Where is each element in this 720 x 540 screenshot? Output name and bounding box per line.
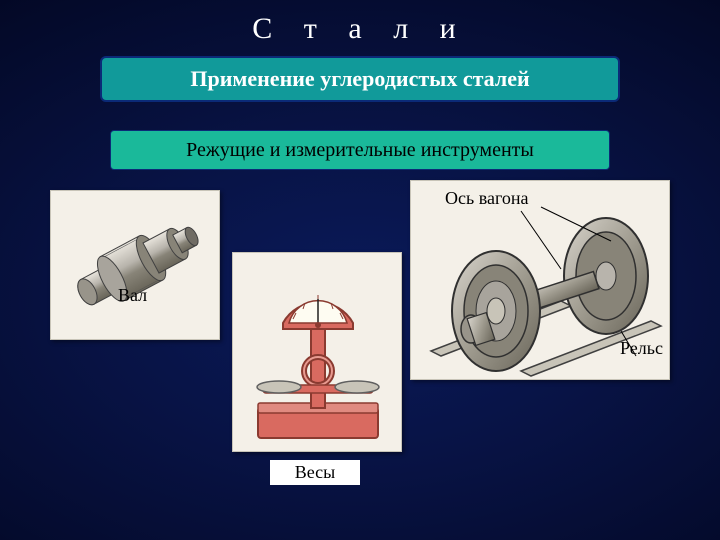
banner-main-text: Применение углеродистых сталей (102, 58, 618, 100)
caption-axle-bottom: Рельс (620, 338, 663, 359)
caption-axle-top: Ось вагона (445, 188, 529, 209)
slide-title: С т а л и (0, 0, 720, 46)
banner-main: Применение углеродистых сталей (100, 56, 620, 102)
caption-scale: Весы (270, 460, 360, 485)
shaft-illustration (51, 191, 221, 341)
banner-sub: Режущие и измерительные инструменты (110, 130, 610, 170)
figures-area: Вал (0, 170, 720, 530)
figure-scale (232, 252, 402, 452)
figure-shaft (50, 190, 220, 340)
caption-shaft: Вал (118, 285, 147, 306)
scale-illustration (233, 253, 403, 453)
banner-sub-text: Режущие и измерительные инструменты (111, 131, 609, 169)
